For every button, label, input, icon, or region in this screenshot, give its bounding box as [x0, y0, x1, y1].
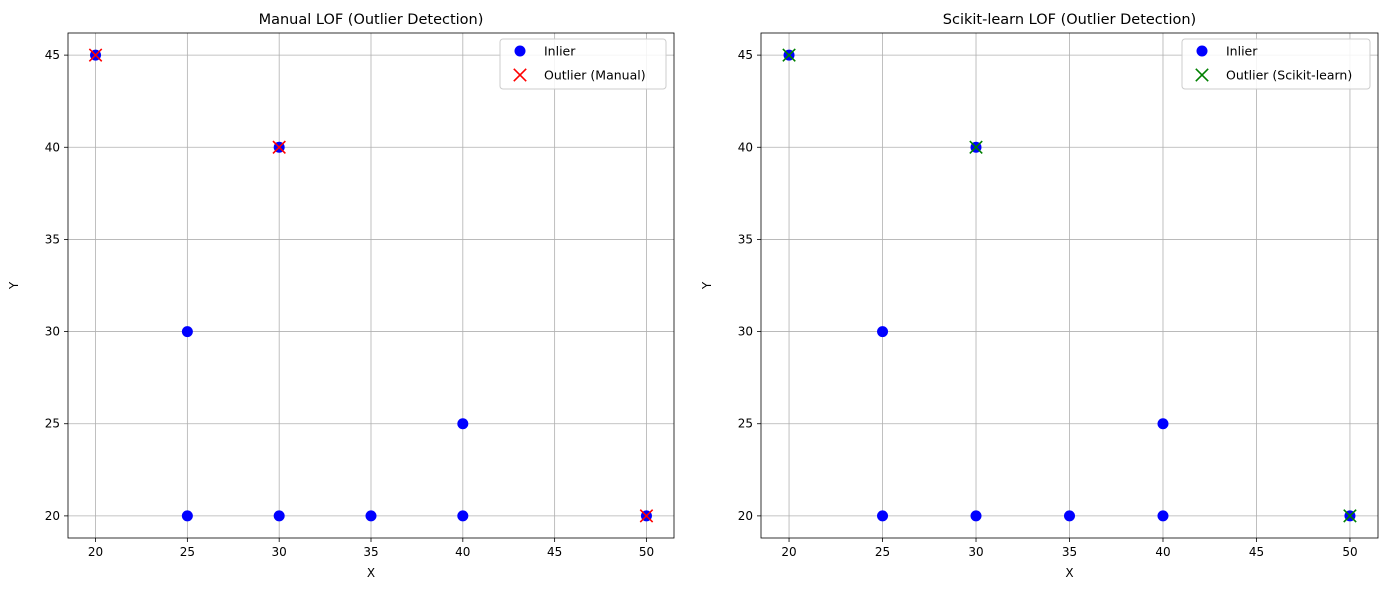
x-tick-label: 25 [180, 545, 195, 559]
axes-frame [760, 32, 1379, 539]
y-tick-label: 35 [45, 232, 60, 246]
y-tick-label: 35 [738, 232, 753, 246]
legend-box [499, 38, 667, 90]
x-tick-label: 40 [1155, 545, 1170, 559]
x-tick-label: 40 [455, 545, 470, 559]
outlier-marker [782, 48, 796, 62]
x-tick-label: 25 [875, 545, 890, 559]
y-tick-label: 30 [45, 325, 60, 339]
inlier-point [365, 510, 377, 522]
x-tick-label: 20 [88, 545, 103, 559]
y-axis-label: Y [700, 281, 714, 290]
legend-label: Inlier [1226, 44, 1258, 59]
y-tick-label: 25 [45, 417, 60, 431]
inlier-point [1157, 418, 1169, 430]
legend: Inlier Outlier (Manual) [499, 38, 667, 90]
legend-label: Outlier (Scikit-learn) [1226, 68, 1352, 83]
chart-panel-2: 20 25 30 35 40 45 50 20 25 30 35 40 45 Scikit-learn L… [700, 12, 1379, 580]
x-tick-label: 35 [1062, 545, 1077, 559]
inlier-point [877, 510, 889, 522]
x-tick-label: 30 [968, 545, 983, 559]
x-tick-label: 30 [272, 545, 287, 559]
outlier-marker-stroke [639, 509, 654, 523]
inlier-point [457, 510, 469, 522]
legend-label: Inlier [544, 44, 576, 59]
y-tick-label: 45 [45, 48, 60, 62]
y-tick-label: 30 [738, 325, 753, 339]
legend-marker-outlier [513, 68, 527, 82]
outlier-marker-stroke [1343, 509, 1357, 523]
legend-marker-outlier [1195, 68, 1209, 82]
x-tick-label: 50 [639, 545, 654, 559]
axes-frame [67, 32, 675, 539]
outlier-marker-stroke [88, 48, 103, 62]
y-tick-label: 25 [738, 417, 753, 431]
legend-marker-stroke [513, 68, 527, 82]
chart-title: Scikit-learn LOF (Outlier Detection) [943, 12, 1196, 28]
outlier-marker-stroke [969, 140, 983, 155]
y-tick-label: 20 [45, 509, 60, 523]
legend-marker-stroke [1195, 68, 1209, 82]
outlier-marker [88, 48, 103, 62]
y-tick-label: 20 [738, 509, 753, 523]
inlier-point [273, 510, 285, 522]
inlier-point [1064, 510, 1075, 522]
x-tick-label: 35 [363, 545, 378, 559]
x-tick-label: 45 [1249, 545, 1264, 559]
outlier-marker [639, 509, 654, 523]
y-tick-label: 40 [45, 140, 60, 154]
x-tick-label: 20 [781, 545, 796, 559]
inlier-point [877, 326, 889, 338]
inlier-point [181, 326, 193, 338]
chart-title: Manual LOF (Outlier Detection) [259, 12, 484, 28]
x-tick-label: 50 [1342, 545, 1357, 559]
y-tick-label: 40 [738, 140, 753, 154]
chart-panel-1: 20 25 30 35 40 45 50 20 25 30 35 40 45 Manual LOF (Ou… [7, 12, 675, 580]
legend: Inlier Outlier (Scikit-learn) [1181, 38, 1371, 90]
outlier-marker [1343, 509, 1357, 523]
legend-label: Outlier (Manual) [544, 68, 646, 83]
outlier-marker [969, 140, 983, 155]
legend-marker-inlier [1196, 45, 1208, 57]
outlier-marker-stroke [782, 48, 796, 62]
inlier-point [181, 510, 193, 522]
inlier-point [1157, 510, 1169, 522]
outlier-marker [272, 140, 286, 155]
x-tick-label: 45 [547, 545, 562, 559]
legend-box [1181, 38, 1371, 90]
y-axis-label: Y [7, 281, 21, 290]
x-axis-label: X [1065, 566, 1073, 580]
x-axis-label: X [367, 566, 375, 580]
inlier-point [457, 418, 469, 430]
legend-marker-inlier [514, 45, 526, 57]
y-tick-label: 45 [738, 48, 753, 62]
inlier-point [970, 510, 982, 522]
outlier-marker-stroke [272, 140, 286, 155]
